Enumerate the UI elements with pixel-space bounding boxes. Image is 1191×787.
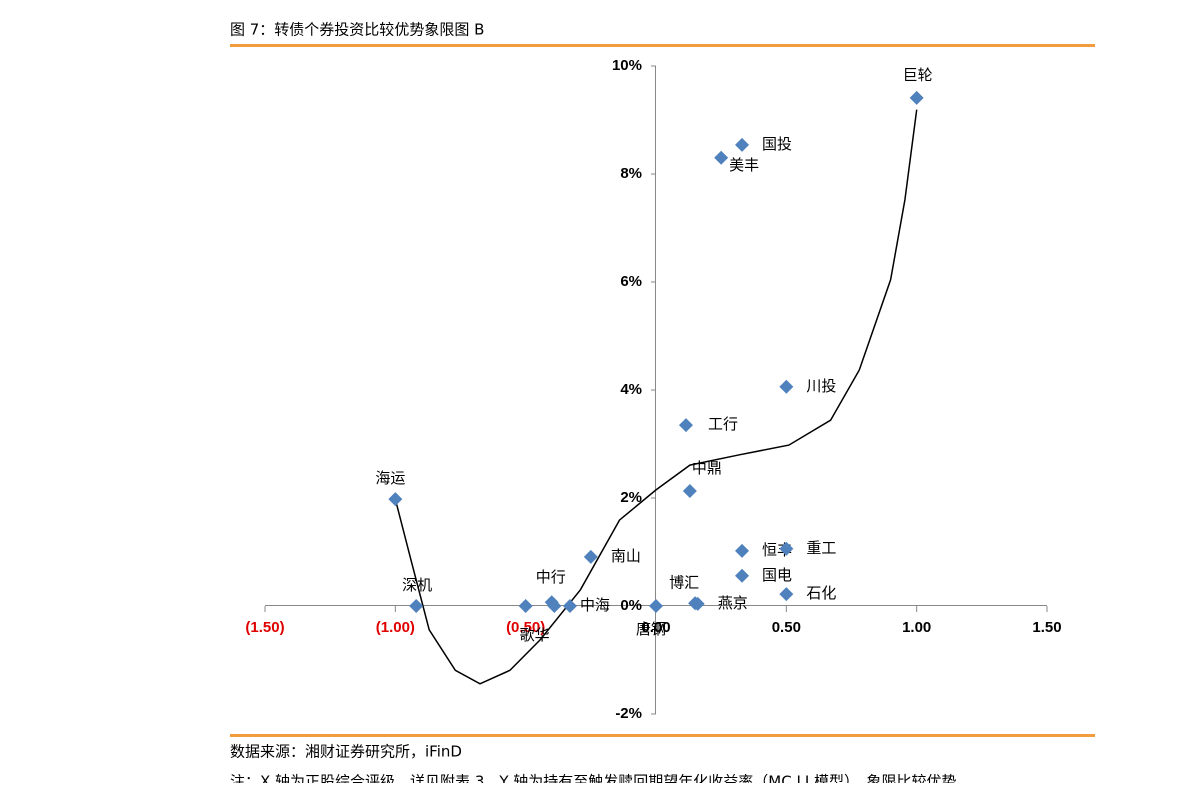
note: 注：X 轴为正股综合评级，详见附表 3，Y 轴为持有至触发赎回期望年化收益率（M…	[230, 773, 957, 784]
point	[547, 599, 562, 613]
point	[409, 599, 424, 613]
point-label: 博汇	[669, 573, 699, 591]
x-tick-label: (1.00)	[376, 619, 415, 636]
y-tick-label: 4%	[620, 381, 642, 398]
y-tick-label: 8%	[620, 165, 642, 182]
point-label: 深机	[402, 576, 432, 594]
point-label: 中鼎	[692, 459, 722, 477]
x-tick-label: 0.50	[772, 619, 801, 636]
point	[909, 90, 924, 105]
point-label: 歌华	[520, 626, 550, 644]
point	[682, 483, 697, 498]
point	[779, 541, 794, 556]
point-label: 国投	[762, 135, 792, 153]
point-label: 巨轮	[903, 66, 933, 84]
x-tick-label: (0.50)	[506, 619, 545, 636]
point	[690, 596, 705, 611]
point	[779, 587, 794, 602]
point-label: 唐钢	[636, 620, 666, 638]
point	[779, 379, 794, 394]
point	[583, 549, 598, 564]
point-label: 中行	[536, 568, 566, 586]
x-tick-label: (1.50)	[245, 619, 284, 636]
point	[714, 150, 729, 165]
point-label: 重工	[806, 539, 836, 557]
point-label: 国电	[762, 566, 792, 584]
y-tick-label: 10%	[612, 57, 642, 74]
point-label: 南山	[611, 547, 641, 565]
point	[735, 543, 750, 558]
point-label: 燕京	[718, 594, 748, 612]
source: 数据来源：湘财证券研究所，iFinD	[230, 743, 462, 761]
fit-curve	[394, 109, 918, 685]
chart-title: 图 7：转债个券投资比较优势象限图 B	[230, 21, 484, 39]
y-tick-label: -2%	[615, 705, 642, 722]
point	[388, 492, 403, 507]
point-label: 海运	[375, 469, 405, 487]
y-tick-label: 2%	[620, 489, 642, 506]
point-label: 中海	[580, 596, 610, 614]
point-label: 石化	[806, 584, 836, 602]
point	[518, 599, 533, 613]
x-tick-label: 0.00	[641, 619, 670, 636]
y-tick-label: 6%	[620, 273, 642, 290]
point-label: 工行	[708, 415, 738, 433]
point	[735, 137, 750, 152]
point-label: 美丰	[729, 156, 759, 174]
point	[649, 599, 663, 613]
y-tick-label: 0%	[620, 597, 642, 614]
point-label: 川投	[806, 377, 836, 395]
x-tick-label: 1.00	[902, 619, 931, 636]
x-tick-label: 1.50	[1032, 619, 1061, 636]
point	[735, 568, 750, 583]
point	[562, 599, 577, 613]
point	[678, 418, 693, 433]
